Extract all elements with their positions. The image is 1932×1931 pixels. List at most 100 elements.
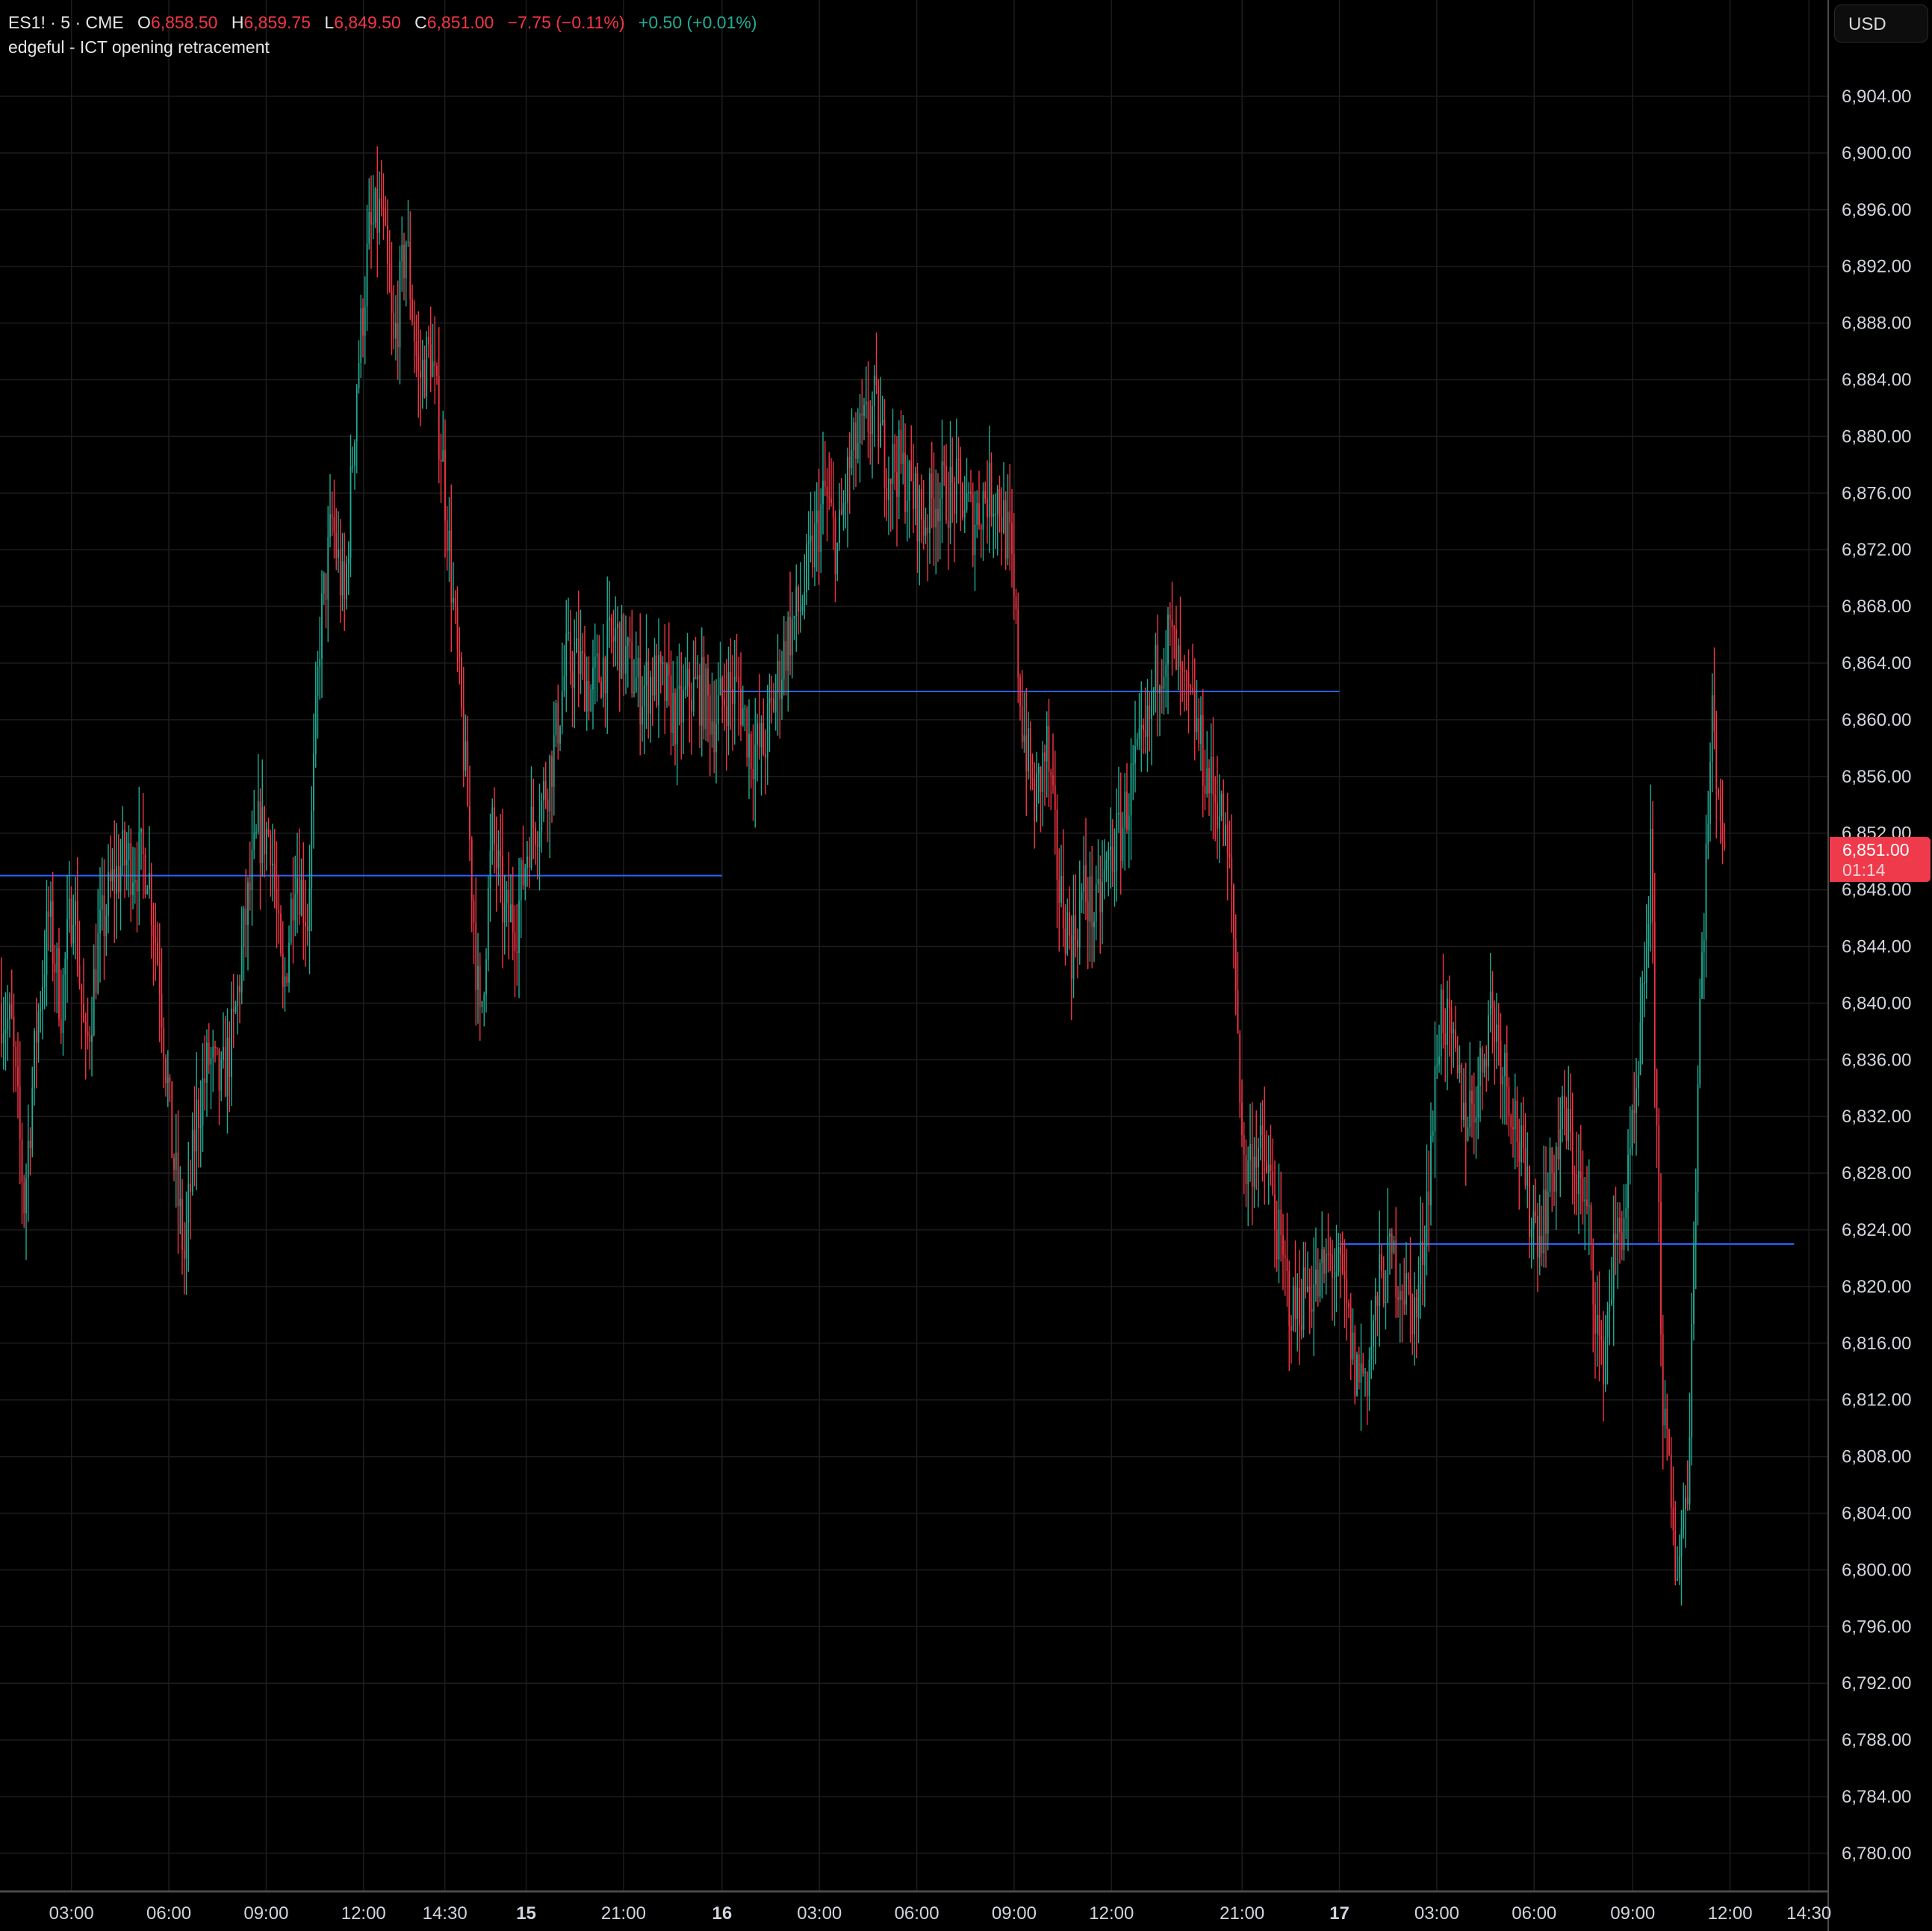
candle-body — [1592, 1245, 1594, 1305]
candle-body — [777, 660, 779, 692]
candle-body — [405, 243, 407, 279]
candle-body — [491, 807, 494, 851]
candle-body — [1639, 1022, 1641, 1075]
price-axis[interactable]: 6,904.00 6,900.00 6,896.00 6,892.00 6,888.00… — [1842, 87, 1911, 1864]
candle-body — [577, 638, 580, 674]
candle-body — [590, 689, 592, 712]
candle-body — [1721, 821, 1724, 842]
candle-body — [1563, 1095, 1565, 1109]
candle-body — [1340, 1247, 1341, 1254]
candle-body — [1557, 1146, 1559, 1160]
candle-body — [848, 456, 851, 468]
candle-body — [1479, 1048, 1481, 1086]
candle-body — [1612, 1234, 1615, 1300]
candle-body — [580, 650, 582, 674]
candle-body — [873, 375, 875, 406]
candle-body — [1001, 516, 1003, 533]
candle-body — [836, 543, 839, 575]
candle-body — [152, 925, 155, 936]
candle-body — [1323, 1249, 1325, 1274]
candle-body — [314, 695, 317, 754]
candle-body — [947, 520, 949, 528]
candle-body — [949, 467, 951, 528]
candle-body — [1409, 1278, 1411, 1295]
candle-body — [762, 723, 765, 755]
candle-body — [1516, 1100, 1518, 1142]
candle-body — [1247, 1160, 1249, 1184]
candle-body — [559, 727, 561, 744]
candle-body — [555, 703, 557, 736]
candle-body — [138, 832, 140, 892]
candle-body — [224, 1047, 226, 1097]
candle-body — [883, 420, 886, 488]
candle-body — [1093, 921, 1095, 927]
candle-body — [1007, 511, 1009, 559]
candle-body — [1543, 1189, 1545, 1254]
candle-body — [752, 768, 754, 780]
candle-body — [1537, 1216, 1538, 1257]
candle-body — [1025, 735, 1028, 772]
candle-body — [75, 901, 76, 925]
candle-body — [1218, 815, 1220, 829]
candle-body — [976, 503, 978, 525]
candle-body — [355, 388, 358, 442]
candle-body — [323, 573, 325, 594]
candle-body — [1118, 812, 1119, 815]
candle-body — [549, 756, 551, 812]
last-price-tag: 6,851.00 01:14 — [1830, 837, 1931, 882]
candle-body — [510, 904, 512, 923]
candle-body — [179, 1198, 181, 1207]
candle-body — [311, 811, 313, 889]
candle-body — [1258, 1147, 1259, 1168]
candle-body — [528, 856, 530, 868]
candle-body — [339, 549, 341, 596]
candle-body — [1703, 939, 1705, 953]
candle-body — [403, 244, 405, 279]
candle-body — [1056, 809, 1058, 880]
candle-body — [346, 563, 347, 600]
time-axis[interactable]: 03:00 06:00 09:00 12:00 14:30 15 21:00 16 03:00 0… — [49, 1903, 1832, 1924]
candle-body — [617, 623, 618, 629]
price-tick-label: 6,800.00 — [1842, 1560, 1911, 1580]
candle-body — [13, 1016, 15, 1047]
candle-body — [35, 1030, 37, 1043]
symbol-label[interactable]: ES1! · 5 · CME — [8, 13, 124, 32]
candle-body — [1062, 876, 1064, 929]
candle-body — [261, 806, 264, 863]
candle-body — [1344, 1271, 1346, 1280]
candle-body — [284, 976, 286, 987]
candle-body — [288, 942, 290, 983]
candle-body — [639, 657, 642, 725]
candle-body — [111, 868, 114, 882]
candle-body — [1576, 1175, 1578, 1195]
candle-body — [1686, 1497, 1689, 1505]
candle-body — [1407, 1273, 1409, 1279]
candle-body — [1157, 644, 1159, 694]
candle-body — [1603, 1340, 1604, 1385]
candle-body — [773, 698, 774, 712]
candle-body — [922, 519, 925, 536]
candle-body — [237, 986, 239, 1006]
candle-body — [1718, 789, 1719, 797]
candle-body — [83, 1004, 84, 1022]
candle-body — [962, 482, 963, 518]
candle-body — [1660, 1201, 1662, 1334]
candle-body — [417, 355, 420, 371]
candle-body — [878, 385, 880, 447]
candle-body — [995, 514, 996, 515]
candle-body — [317, 667, 319, 696]
price-tick-label: 6,820.00 — [1842, 1277, 1911, 1297]
indicator-label[interactable]: edgeful - ICT opening retracement — [8, 37, 270, 57]
candle-body — [1623, 1218, 1625, 1251]
candle-body — [114, 868, 116, 894]
candle-body — [645, 662, 647, 686]
candle-body — [1206, 768, 1208, 795]
candle-body — [150, 872, 152, 926]
candle-body — [900, 429, 902, 464]
candle-body — [1469, 1090, 1471, 1128]
candle-body — [1305, 1267, 1307, 1293]
candle-body — [721, 677, 724, 700]
candle-body — [1571, 1132, 1574, 1175]
currency-button[interactable]: USD — [1834, 4, 1928, 43]
